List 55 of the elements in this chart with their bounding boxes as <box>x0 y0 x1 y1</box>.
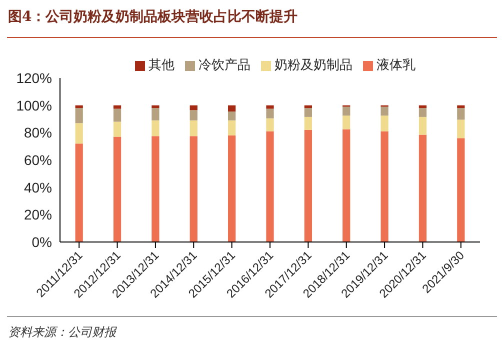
bar <box>190 110 198 120</box>
bar <box>418 116 427 135</box>
y-tick-label: 100% <box>16 97 52 114</box>
chart-title: 图4：公司奶粉及奶制品板块营收占比不断提升 <box>8 8 298 26</box>
bar <box>152 136 160 242</box>
bar <box>152 108 160 120</box>
y-tick-label: 40% <box>24 179 52 196</box>
bar <box>342 116 350 130</box>
bar <box>228 120 236 136</box>
bar <box>228 111 236 120</box>
y-tick-label: 60% <box>24 152 52 168</box>
bar <box>457 138 465 242</box>
legend-label: 液体乳 <box>376 57 416 72</box>
bar <box>190 105 198 110</box>
bar <box>380 106 388 116</box>
bar <box>304 116 312 130</box>
legend-label: 其他 <box>148 57 174 72</box>
bar <box>75 144 83 242</box>
bar <box>380 131 388 242</box>
bar <box>228 105 236 112</box>
bar <box>342 129 350 242</box>
bar <box>266 118 274 132</box>
bar <box>266 108 274 118</box>
bar <box>266 105 274 109</box>
bar <box>152 120 160 136</box>
bar <box>75 105 83 108</box>
y-tick-label: 80% <box>24 124 52 141</box>
bar <box>113 108 122 122</box>
bar <box>75 108 83 124</box>
bar <box>418 105 427 108</box>
bar <box>113 105 122 109</box>
bar <box>152 105 160 108</box>
y-tick-label: 120% <box>16 70 52 86</box>
bar <box>304 105 312 108</box>
y-tick-label: 0% <box>32 234 52 250</box>
bar <box>304 130 312 242</box>
bar <box>266 131 274 242</box>
bar <box>342 106 350 116</box>
bar <box>418 134 427 242</box>
y-tick-label: 20% <box>24 206 52 223</box>
bar <box>304 108 312 117</box>
bar <box>418 108 427 117</box>
text: 资料来源：公司财报 <box>8 324 116 341</box>
legend-label: 冷饮产品 <box>198 57 250 72</box>
bar <box>228 135 236 242</box>
bar <box>457 108 465 120</box>
bar <box>190 120 198 136</box>
bar <box>75 123 83 144</box>
bar <box>113 122 122 137</box>
bar <box>113 136 122 242</box>
bar <box>457 120 465 138</box>
legend-label: 奶粉及奶制品 <box>274 57 352 72</box>
bar <box>457 105 465 108</box>
bar <box>380 116 388 132</box>
bar <box>190 136 198 242</box>
